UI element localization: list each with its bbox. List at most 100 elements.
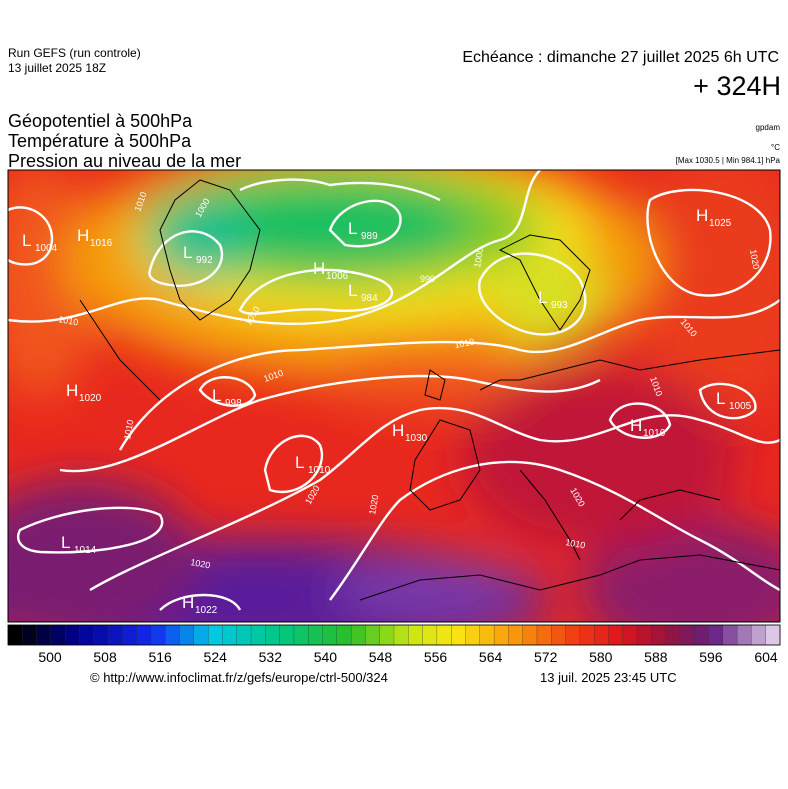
colorbar-frame: [7, 624, 781, 646]
colorbar-swatch: [393, 624, 409, 646]
pressure-center-value: 1025: [709, 218, 732, 229]
colorbar-swatch: [722, 624, 738, 646]
colorbar-swatch: [508, 624, 524, 646]
pressure-center-value: 1006: [326, 271, 349, 282]
colorbar-swatch: [322, 624, 338, 646]
field-shading: [8, 170, 780, 622]
pressure-center-letter: H: [630, 416, 642, 435]
colorbar-swatch: [236, 624, 252, 646]
colorbar-swatch: [751, 624, 767, 646]
footer-url: © http://www.infoclimat.fr/z/gefs/europe…: [90, 670, 388, 685]
colorbar-swatch: [622, 624, 638, 646]
valid-time: Echéance : dimanche 27 juillet 2025 6h U…: [462, 49, 779, 66]
colorbar-swatch: [365, 624, 381, 646]
colorbar-swatch: [93, 624, 109, 646]
pressure-center-value: 1005: [729, 401, 752, 412]
pressure-center-letter: H: [182, 593, 194, 612]
field-title: Géopotentiel à 500hPa: [8, 111, 193, 131]
field-title: Température à 500hPa: [8, 131, 192, 151]
unit-geopotential: gpdam: [756, 123, 781, 132]
pressure-center-value: 1022: [195, 605, 218, 616]
colorbar-swatch: [350, 624, 366, 646]
pressure-center-letter: L: [295, 453, 304, 472]
coastlines: [79, 179, 780, 601]
pressure-center-value: 1004: [35, 243, 58, 254]
unit-temperature: °C: [771, 143, 780, 152]
pressure-center-value: 1020: [79, 393, 102, 404]
pressure-center-value: 1016: [90, 238, 113, 249]
colorbar-tick-label: 548: [369, 649, 393, 665]
pressure-center-letter: L: [538, 288, 547, 307]
pressure-center-value: 989: [361, 231, 378, 242]
colorbar-swatch: [107, 624, 123, 646]
colorbar-swatch: [408, 624, 424, 646]
colorbar-swatch: [179, 624, 195, 646]
colorbar-tick-label: 540: [314, 649, 338, 665]
colorbar-swatch: [636, 624, 652, 646]
colorbar-swatch: [7, 624, 23, 646]
colorbar-swatch: [336, 624, 352, 646]
colorbar-tick-label: 572: [534, 649, 558, 665]
pressure-center-letter: H: [66, 381, 78, 400]
isobars: [8, 170, 780, 611]
isobar-label: 1010: [565, 537, 586, 550]
field-title: Pression au niveau de la mer: [8, 151, 241, 171]
pressure-center-value: 984: [361, 293, 378, 304]
colorbar-swatch: [122, 624, 138, 646]
colorbar-swatch: [422, 624, 438, 646]
colorbar-swatch: [708, 624, 724, 646]
colorbar-swatch: [379, 624, 395, 646]
colorbar-swatch: [465, 624, 481, 646]
pressure-center-value: 992: [196, 255, 213, 266]
colorbar-swatch: [608, 624, 624, 646]
colorbar-swatch: [265, 624, 281, 646]
colorbar-tick-label: 516: [148, 649, 172, 665]
colorbar-swatch: [694, 624, 709, 646]
pressure-center-letter: L: [348, 281, 357, 300]
colorbar-tick-label: 604: [754, 649, 778, 665]
colorbar-swatch: [79, 624, 95, 646]
colorbar-swatch: [765, 624, 781, 646]
colorbar-tick-label: 508: [93, 649, 117, 665]
isobar-label: 1020: [748, 249, 761, 270]
colorbar-tick-label: 500: [38, 649, 62, 665]
colorbar-swatch: [136, 624, 152, 646]
pressure-center-letter: H: [77, 226, 89, 245]
colorbar-swatch: [479, 624, 495, 646]
colorbar-swatch: [207, 624, 223, 646]
colorbar-swatch: [593, 624, 609, 646]
lead-time: + 324H: [693, 71, 781, 101]
pressure-center-letter: H: [392, 421, 404, 440]
isobar-label: 990: [420, 274, 435, 284]
isobar-label: 1020: [367, 494, 380, 515]
colorbar-swatch: [493, 624, 509, 646]
colorbar-swatch: [436, 624, 452, 646]
colorbar-swatch: [679, 624, 695, 646]
run-label: Run GEFS (run controle): [8, 46, 141, 60]
colorbar-tick-label: 596: [699, 649, 723, 665]
pressure-center-letter: H: [313, 259, 325, 278]
colorbar-swatch: [222, 624, 238, 646]
colorbar-swatch: [22, 624, 38, 646]
colorbar-swatch: [736, 624, 752, 646]
pressure-center-value: 993: [551, 300, 568, 311]
isobar-label: 1010: [58, 314, 79, 327]
pressure-center-letter: L: [716, 389, 725, 408]
pressure-center-letter: L: [348, 219, 357, 238]
colorbar-swatch: [50, 624, 66, 646]
colorbar-swatch: [665, 624, 681, 646]
colorbar-tick-label: 588: [644, 649, 668, 665]
colorbar-swatch: [165, 624, 181, 646]
colorbar-tick-label: 564: [479, 649, 503, 665]
isobar-label: 1020: [190, 557, 211, 570]
pressure-center-letter: L: [212, 386, 221, 405]
colorbar-swatch: [522, 624, 538, 646]
colorbar-swatch: [551, 624, 567, 646]
isobar-label: 1010: [122, 419, 135, 440]
colorbar-tick-label: 580: [589, 649, 613, 665]
colorbar-swatch: [536, 624, 552, 646]
pressure-center-letter: L: [61, 533, 70, 552]
